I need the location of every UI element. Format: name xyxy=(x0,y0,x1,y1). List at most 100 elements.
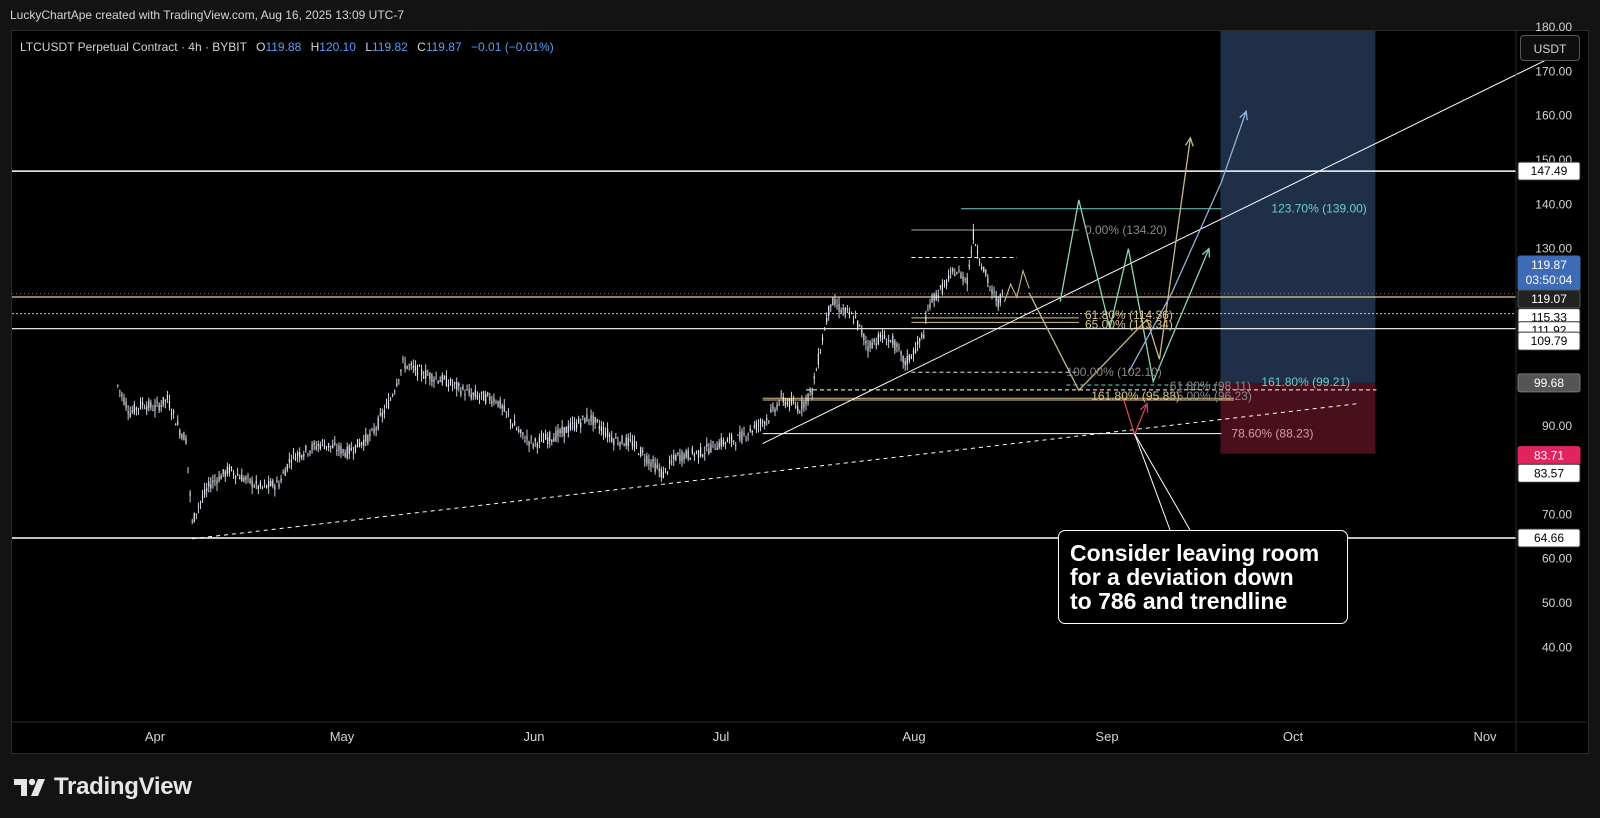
candle-body xyxy=(553,437,555,442)
candle-body xyxy=(803,401,805,408)
fib-label-1237: 123.70% (139.00) xyxy=(1271,202,1366,216)
candle-body xyxy=(245,476,247,480)
candle-body xyxy=(462,386,464,390)
candle-body xyxy=(573,422,576,430)
time-axis-tick-label: Nov xyxy=(1473,729,1497,744)
candle-body xyxy=(204,489,206,495)
low-value: 119.82 xyxy=(372,40,408,54)
candle-body xyxy=(569,423,571,430)
symbol-legend: LTCUSDT Perpetual Contract · 4h · BYBIT … xyxy=(20,40,554,54)
candle-body xyxy=(150,402,152,408)
candle-body xyxy=(317,443,319,447)
candle-body xyxy=(772,405,774,410)
tradingview-logo[interactable]: TradingView xyxy=(14,773,192,801)
candle-body xyxy=(470,394,472,399)
candle-body xyxy=(313,442,315,446)
candle-body xyxy=(894,340,896,351)
candle-body xyxy=(425,370,427,379)
candle-body xyxy=(561,426,563,434)
candle-body xyxy=(747,434,749,436)
time-axis-tick-label: May xyxy=(330,729,355,744)
candle-body xyxy=(716,447,718,450)
candle-body xyxy=(689,457,691,460)
candle-body xyxy=(966,277,968,285)
candle-body xyxy=(398,379,400,381)
candle-body xyxy=(268,480,270,488)
candle-body xyxy=(972,229,974,240)
projected-path-blue xyxy=(1127,111,1247,373)
candle-body xyxy=(354,444,357,453)
candle-body xyxy=(914,348,917,354)
candle-body xyxy=(968,264,970,268)
candle-body xyxy=(237,474,239,476)
candle-body xyxy=(600,426,602,432)
symbol-name[interactable]: LTCUSDT Perpetual Contract · 4h · BYBIT xyxy=(20,40,247,54)
candle-body xyxy=(834,299,836,305)
candle-body xyxy=(644,459,646,461)
low-label: L xyxy=(365,40,373,54)
candle-body xyxy=(567,425,569,433)
currency-unit-button[interactable]: USDT xyxy=(1520,35,1580,61)
candle-body xyxy=(177,421,179,425)
candle-body xyxy=(828,305,830,316)
candle-body xyxy=(361,442,363,445)
candle-body xyxy=(844,307,846,314)
candle-body xyxy=(507,414,509,416)
candle-body xyxy=(999,294,1001,304)
price-badge-label: 119.07 xyxy=(1531,292,1567,306)
candle-body xyxy=(731,435,733,443)
candle-body xyxy=(220,475,222,480)
candle-body xyxy=(873,339,875,342)
candle-body xyxy=(352,452,354,454)
close-value: 119.87 xyxy=(425,40,462,54)
candle-body xyxy=(935,293,937,300)
candle-body xyxy=(489,396,491,401)
annotation-callout[interactable]: Consider leaving room for a deviation do… xyxy=(1058,530,1348,624)
candle-body xyxy=(786,401,788,405)
candle-body xyxy=(728,437,731,439)
close-label: C xyxy=(417,40,426,54)
candle-body xyxy=(443,376,445,379)
candle-body xyxy=(886,344,888,345)
candle-body xyxy=(272,480,274,487)
candle-body xyxy=(518,429,520,432)
candle-body xyxy=(270,481,272,486)
candle-body xyxy=(538,437,540,442)
candle-body xyxy=(478,396,481,398)
candle-body xyxy=(133,403,135,414)
candle-body xyxy=(654,462,656,472)
fib-label-1618-b: 161.80% (99.21) xyxy=(1261,375,1350,389)
projected-path-tan xyxy=(1028,137,1192,392)
candle-body xyxy=(557,429,559,437)
candle-body xyxy=(790,398,793,405)
candle-body xyxy=(743,432,745,435)
price-badge-label: 115.33 xyxy=(1531,311,1567,325)
candle-body xyxy=(650,462,652,467)
candle-body xyxy=(121,393,123,396)
candle-body xyxy=(458,383,460,387)
candle-body xyxy=(452,384,454,386)
candle-body xyxy=(414,365,416,371)
candle-body xyxy=(842,308,844,310)
candle-body xyxy=(307,453,309,455)
projected-path-arrowhead xyxy=(1139,402,1149,413)
candle-body xyxy=(819,352,822,354)
candle-body xyxy=(718,442,720,448)
candle-body xyxy=(377,417,379,429)
candle-body xyxy=(879,333,881,338)
candle-body xyxy=(363,439,365,446)
candle-body xyxy=(710,444,712,453)
candle-body xyxy=(629,439,631,441)
candle-body xyxy=(191,520,193,522)
candle-body xyxy=(187,467,189,469)
candle-body xyxy=(871,342,873,349)
solid-trendline xyxy=(762,57,1551,444)
candle-body xyxy=(135,407,137,411)
candle-body xyxy=(274,486,276,490)
price-axis-tick-label: 140.00 xyxy=(1535,197,1572,211)
candle-body xyxy=(850,313,853,315)
candle-body xyxy=(890,340,892,341)
candle-body xyxy=(704,452,706,454)
candle-body xyxy=(243,477,245,481)
